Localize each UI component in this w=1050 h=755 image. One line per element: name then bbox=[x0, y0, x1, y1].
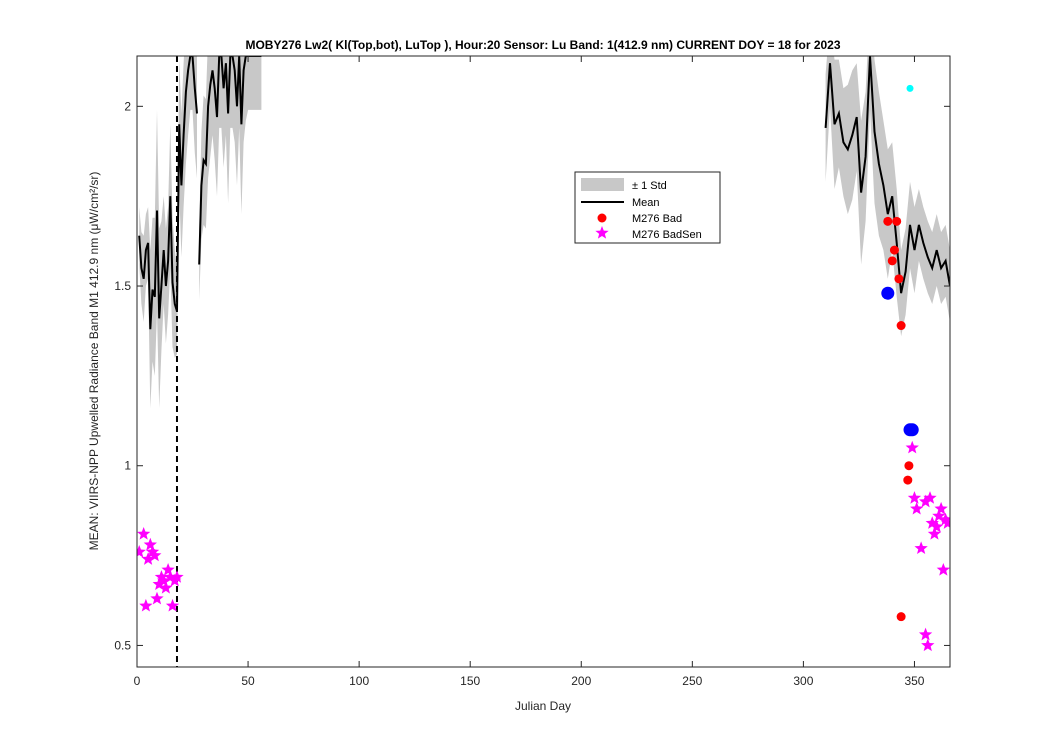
bad-point bbox=[904, 461, 914, 471]
badsen-star bbox=[930, 519, 944, 533]
std-band-layer bbox=[139, 56, 950, 409]
bad-point bbox=[883, 216, 893, 226]
legend-entry-bad: M276 Bad bbox=[632, 213, 682, 225]
x-tick-layer: 0 50 100 150 200 250 300 350 bbox=[134, 56, 925, 688]
badsen-star bbox=[141, 552, 155, 565]
badsen-star bbox=[154, 570, 169, 583]
badsen-star bbox=[934, 501, 948, 515]
badsen-star bbox=[932, 509, 946, 522]
legend: ± 1 Std Mean M276 Bad M276 BadSen bbox=[574, 171, 721, 244]
y-tick-label: 1.5 bbox=[114, 279, 131, 293]
plot-axes-box bbox=[136, 55, 951, 668]
legend-bad-marker bbox=[597, 213, 607, 223]
bad-point bbox=[892, 216, 902, 226]
badsen-star bbox=[159, 580, 173, 594]
badsen-star bbox=[150, 591, 164, 605]
y-tick-label: 2 bbox=[124, 99, 131, 113]
mean-line bbox=[824, 56, 950, 294]
x-tick-label: 200 bbox=[571, 674, 591, 688]
mean-line bbox=[138, 56, 198, 330]
cyan-point bbox=[906, 84, 914, 92]
std-band bbox=[199, 56, 262, 301]
badsen-star bbox=[143, 537, 157, 551]
badsen-star bbox=[137, 527, 151, 540]
badsen-star bbox=[941, 516, 950, 529]
legend-badsen-marker bbox=[595, 226, 609, 239]
bad-point bbox=[889, 245, 899, 255]
badsen-star bbox=[921, 638, 935, 652]
x-axis-label: Julian Day bbox=[515, 699, 571, 713]
badsen-star bbox=[927, 527, 942, 540]
badsen-star bbox=[163, 570, 177, 583]
chart-title: MOBY276 Lw2( Kl(Top,bot), LuTop ), Hour:… bbox=[245, 38, 840, 52]
badsen-star bbox=[914, 541, 928, 555]
badsen-star bbox=[910, 501, 924, 515]
badsen-star bbox=[137, 544, 146, 558]
legend-std-swatch bbox=[581, 178, 624, 191]
badsen-star bbox=[148, 548, 162, 562]
bad-point bbox=[896, 321, 906, 331]
y-tick-layer: 0.5 1 1.5 2 bbox=[114, 99, 950, 652]
x-tick-label: 150 bbox=[460, 674, 480, 688]
bad-point bbox=[896, 612, 906, 622]
badsen-star bbox=[161, 562, 175, 576]
badsen-star bbox=[152, 577, 166, 590]
badsen-star bbox=[165, 598, 180, 612]
y-tick-label: 0.5 bbox=[114, 638, 131, 652]
badsen-star bbox=[905, 440, 919, 454]
x-tick-label: 0 bbox=[134, 674, 141, 688]
legend-entry-std: ± 1 Std bbox=[632, 180, 667, 192]
badsen-star bbox=[925, 516, 939, 529]
blue-point bbox=[881, 286, 895, 300]
marker-layer bbox=[137, 84, 950, 652]
bad-point bbox=[887, 256, 897, 266]
badsen-star bbox=[145, 544, 160, 558]
blue-point bbox=[905, 423, 919, 437]
badsen-star bbox=[170, 570, 184, 583]
bad-point bbox=[894, 274, 904, 284]
x-tick-label: 50 bbox=[241, 674, 255, 688]
x-tick-label: 300 bbox=[793, 674, 813, 688]
badsen-star bbox=[923, 491, 937, 504]
y-tick-label: 1 bbox=[124, 459, 131, 473]
bad-point bbox=[903, 475, 913, 485]
badsen-star bbox=[157, 573, 171, 587]
mean-line bbox=[198, 56, 262, 265]
mean-line-layer bbox=[138, 56, 950, 330]
badsen-star bbox=[139, 598, 153, 612]
x-tick-label: 350 bbox=[904, 674, 924, 688]
y-axis-label: MEAN: VIIRS-NPP Upwelled Radiance Band M… bbox=[87, 172, 101, 551]
badsen-star bbox=[907, 491, 922, 504]
std-band bbox=[825, 56, 950, 337]
badsen-star bbox=[936, 562, 950, 576]
x-tick-label: 250 bbox=[682, 674, 702, 688]
x-tick-label: 100 bbox=[349, 674, 369, 688]
badsen-star bbox=[918, 627, 933, 641]
legend-entry-mean: Mean bbox=[632, 197, 660, 209]
legend-entry-badsen: M276 BadSen bbox=[632, 229, 702, 241]
badsen-star bbox=[918, 494, 933, 508]
